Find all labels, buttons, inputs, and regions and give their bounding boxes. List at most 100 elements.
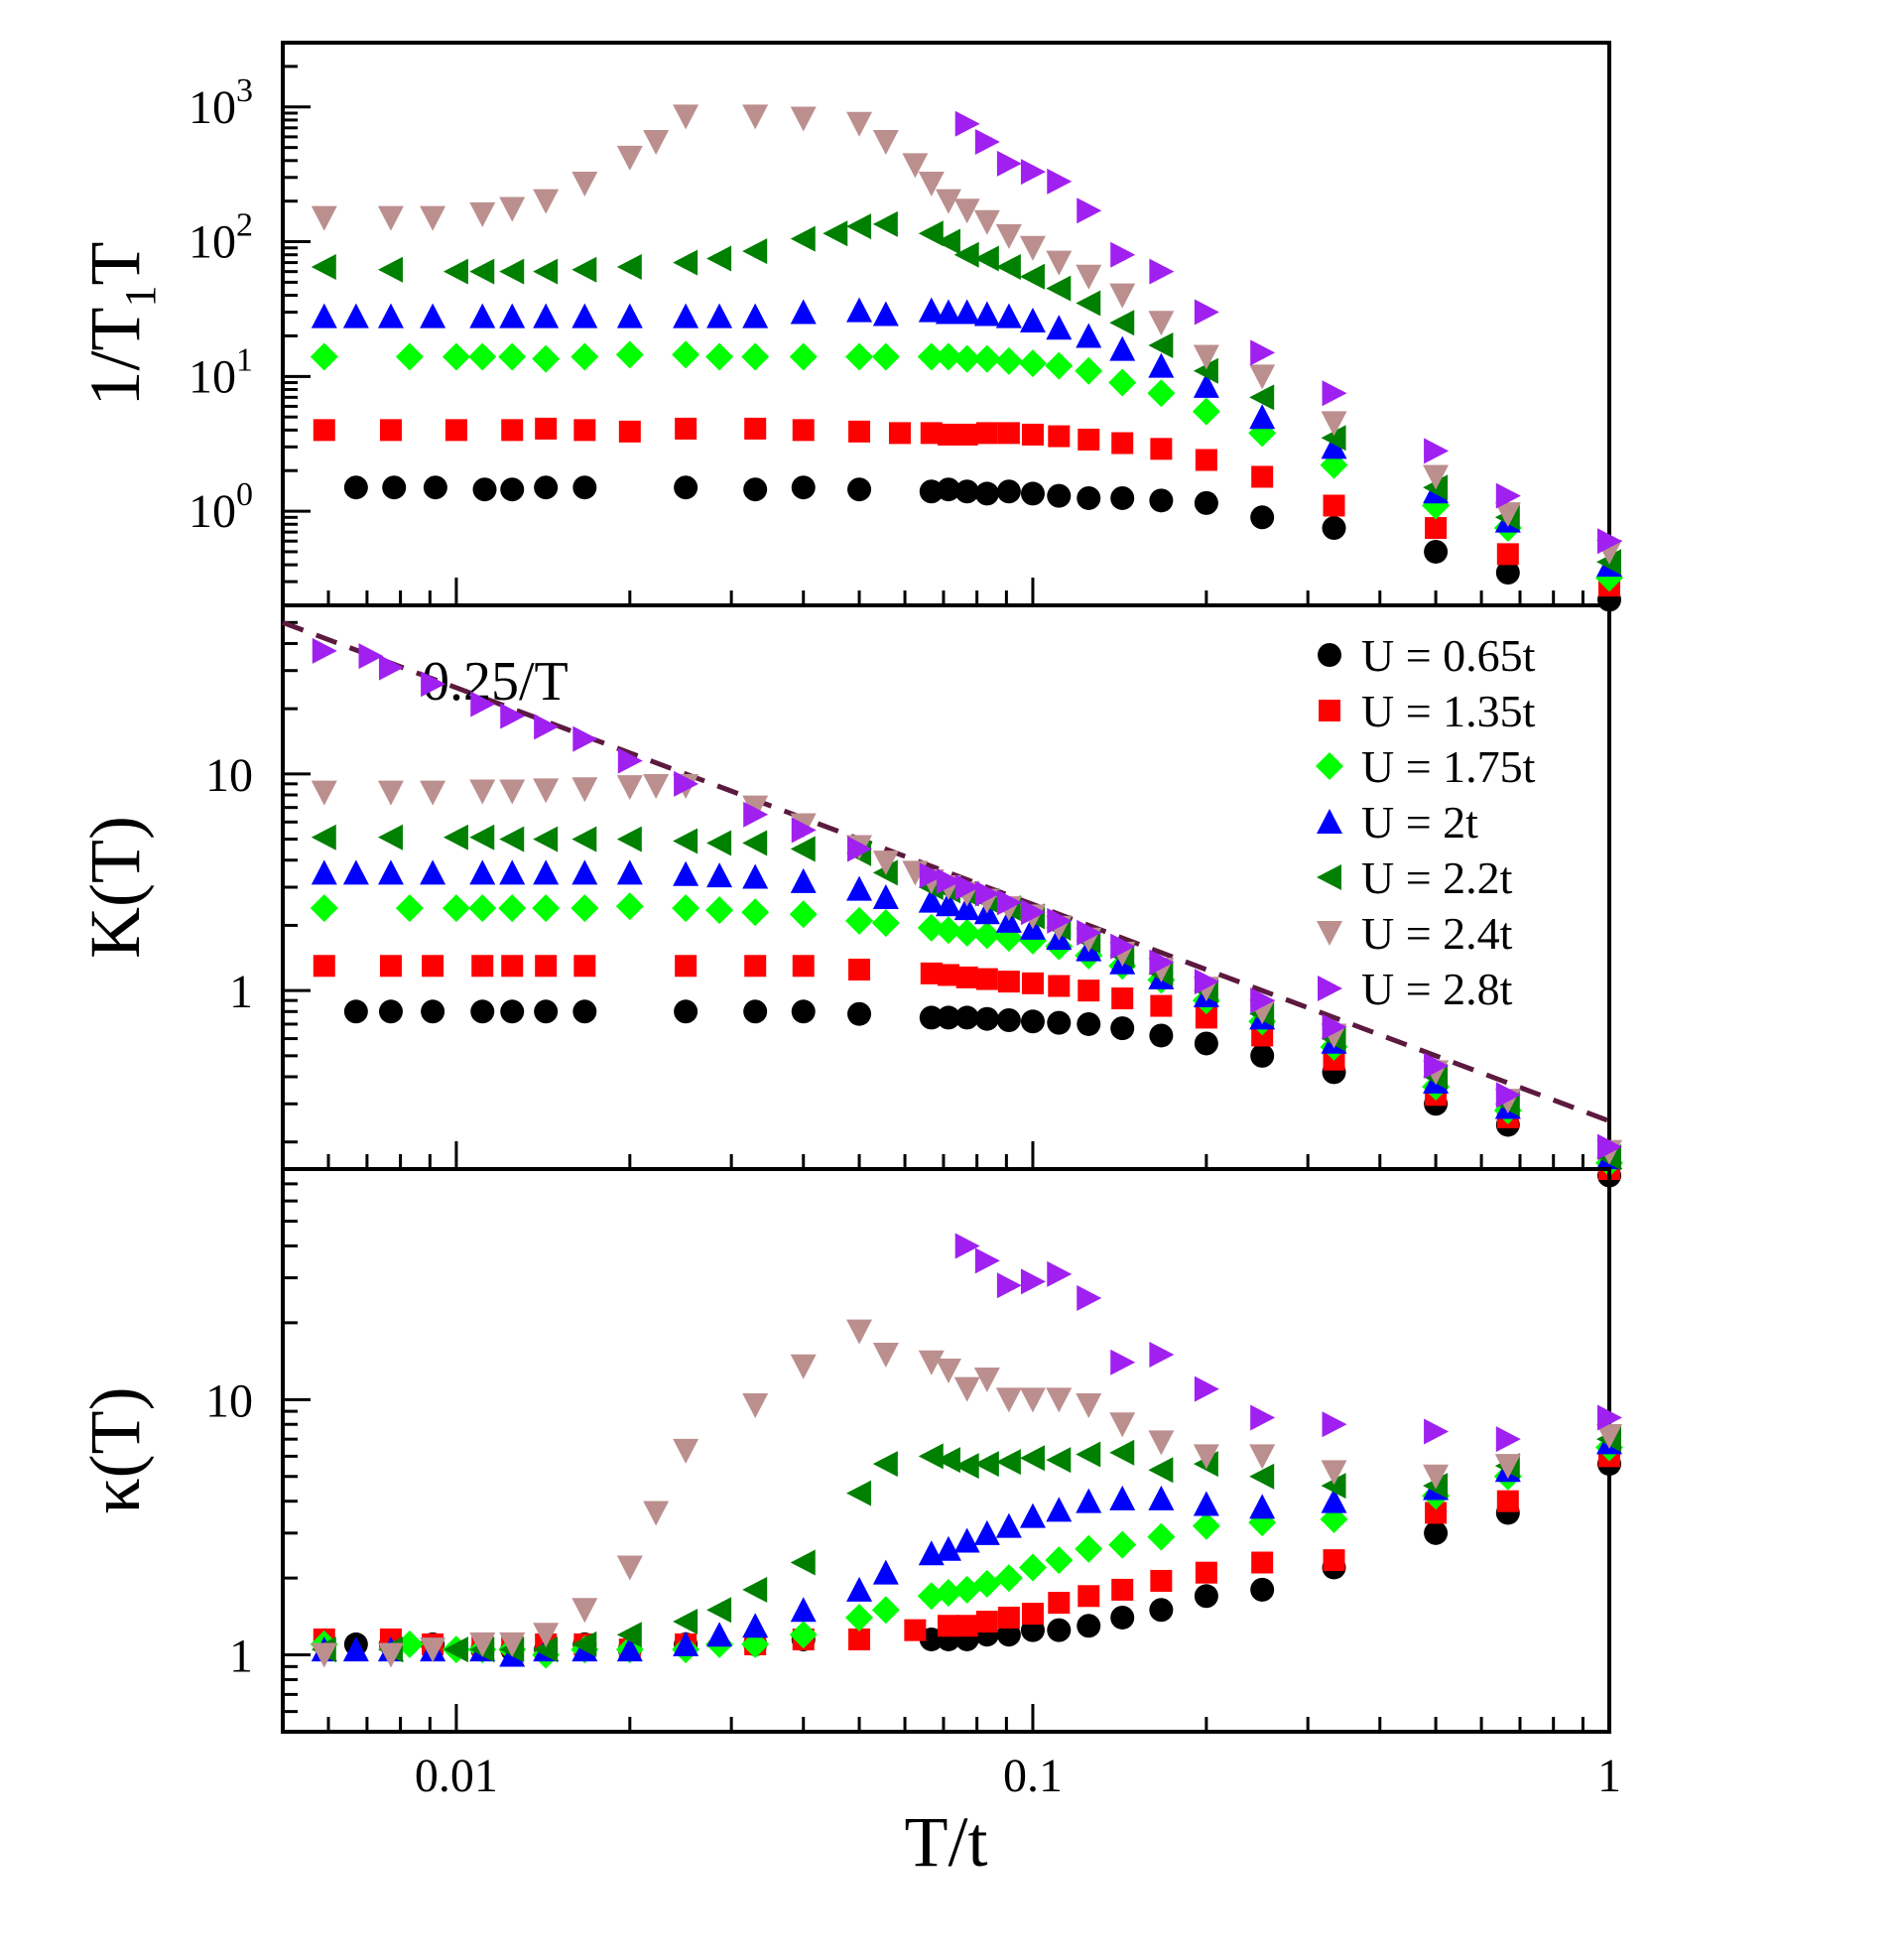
- data-point: [423, 475, 447, 500]
- data-point: [501, 955, 524, 978]
- data-point: [845, 342, 874, 371]
- data-point: [871, 909, 900, 938]
- data-point: [1323, 1549, 1345, 1572]
- data-point: [706, 830, 732, 856]
- data-point: [954, 110, 980, 137]
- data-point: [846, 1480, 872, 1506]
- data-point: [902, 153, 929, 179]
- data-point: [1494, 1454, 1521, 1480]
- data-point: [790, 1549, 816, 1576]
- data-point: [443, 1636, 468, 1663]
- data-point: [673, 1631, 699, 1656]
- data-point: [343, 475, 368, 500]
- data-point: [1149, 949, 1175, 976]
- data-point: [952, 918, 981, 947]
- data-point: [996, 889, 1022, 916]
- y-tick-label: 1: [229, 1631, 253, 1683]
- data-point: [571, 1598, 598, 1624]
- data-point: [499, 1632, 526, 1657]
- data-point: [1150, 994, 1173, 1017]
- data-point: [1425, 1502, 1448, 1524]
- data-point: [955, 1615, 978, 1637]
- data-point: [848, 1628, 871, 1650]
- data-point: [872, 1343, 899, 1369]
- data-point: [501, 419, 524, 442]
- data-point: [1249, 1463, 1275, 1490]
- y-tick-label: 10: [205, 1374, 253, 1427]
- data-point: [1322, 516, 1346, 541]
- data-point: [790, 299, 817, 325]
- data-point: [1495, 1082, 1521, 1109]
- data-point: [790, 106, 817, 132]
- data-point: [378, 654, 404, 681]
- series-u-2-8t: [312, 637, 1622, 1160]
- data-point: [1194, 969, 1219, 995]
- data-point: [1251, 1024, 1274, 1047]
- legend-item: U = 0.65t: [1318, 630, 1536, 681]
- data-point: [469, 303, 496, 328]
- data-point: [1047, 1260, 1073, 1287]
- data-point: [934, 916, 962, 945]
- data-point: [846, 875, 873, 901]
- data-point: [442, 894, 470, 923]
- data-point: [1423, 464, 1450, 490]
- data-point: [792, 955, 815, 978]
- data-point: [1323, 494, 1345, 517]
- x-tick-label: 1: [1597, 1750, 1621, 1802]
- data-point: [1149, 1023, 1174, 1048]
- data-point: [499, 859, 526, 885]
- data-point: [935, 1535, 961, 1561]
- data-point: [420, 303, 446, 328]
- series-u-1-35t: [313, 1445, 1620, 1661]
- data-point: [1019, 263, 1045, 290]
- data-point: [845, 906, 874, 935]
- data-point: [705, 896, 734, 925]
- data-point: [571, 303, 598, 328]
- data-point: [1250, 1043, 1275, 1068]
- data-point: [1110, 1016, 1135, 1041]
- data-point: [469, 824, 495, 850]
- data-point: [845, 1603, 874, 1632]
- data-point: [1019, 1503, 1046, 1528]
- data-point: [1109, 335, 1136, 361]
- data-point: [1149, 488, 1174, 513]
- data-point: [1150, 1569, 1173, 1592]
- data-point: [937, 423, 959, 446]
- data-point: [470, 691, 496, 718]
- legend-marker: [1317, 864, 1341, 890]
- data-point: [1020, 1268, 1046, 1295]
- data-point: [377, 256, 403, 283]
- series-u-2-2t: [311, 210, 1621, 576]
- data-point: [1496, 543, 1519, 566]
- data-point: [377, 859, 404, 885]
- data-point: [313, 955, 335, 978]
- data-point: [1077, 1011, 1101, 1036]
- data-point: [468, 894, 497, 923]
- data-point: [1047, 483, 1072, 508]
- data-point: [790, 867, 817, 893]
- data-point: [918, 220, 944, 247]
- legend-marker: [1317, 921, 1342, 946]
- data-point: [1193, 1491, 1219, 1516]
- data-point: [1424, 1418, 1450, 1445]
- data-point: [377, 824, 403, 850]
- data-point: [789, 1621, 818, 1649]
- data-point: [533, 1623, 560, 1648]
- series-u-1-35t: [313, 417, 1620, 597]
- data-point: [1076, 323, 1102, 348]
- data-point: [421, 671, 446, 698]
- legend-label: U = 2.8t: [1361, 964, 1513, 1014]
- legend-label: U = 1.75t: [1361, 741, 1536, 792]
- data-point: [790, 836, 816, 862]
- data-point: [377, 780, 404, 806]
- data-point: [792, 419, 815, 442]
- data-point: [1322, 1411, 1347, 1438]
- data-point: [1077, 1284, 1102, 1311]
- data-point: [953, 1453, 979, 1480]
- data-point: [996, 1623, 1021, 1647]
- data-point: [846, 213, 872, 240]
- data-point: [533, 826, 559, 852]
- data-point: [533, 778, 560, 804]
- data-point: [311, 205, 337, 231]
- data-point: [616, 1636, 643, 1662]
